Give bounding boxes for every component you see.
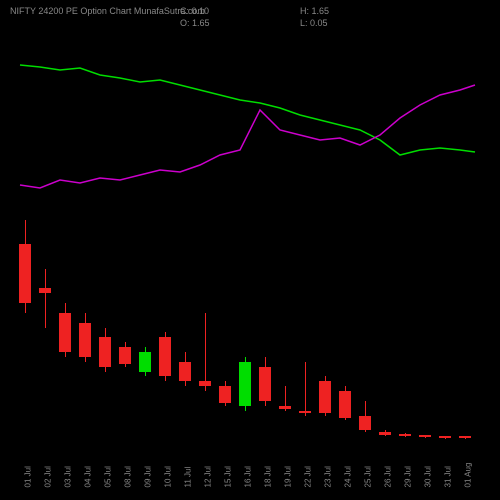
x-axis-label: 02 Jul	[44, 466, 53, 487]
x-axis-label: 19 Jul	[284, 466, 293, 487]
indicator-lines	[10, 40, 480, 210]
x-axis-label: 22 Jul	[304, 466, 313, 487]
x-axis-label: 04 Jul	[84, 466, 93, 487]
ohlc-open: O: 1.65	[180, 18, 210, 28]
ohlc-close: C: 0.10	[180, 6, 209, 16]
ohlc-low: L: 0.05	[300, 18, 328, 28]
x-axis-label: 18 Jul	[264, 466, 273, 487]
x-axis-label: 01 Jul	[24, 466, 33, 487]
x-axis-label: 12 Jul	[204, 466, 213, 487]
x-axis-label: 29 Jul	[404, 466, 413, 487]
x-axis-label: 09 Jul	[144, 466, 153, 487]
x-axis-label: 03 Jul	[64, 466, 73, 487]
x-axis-label: 25 Jul	[364, 466, 373, 487]
x-axis-label: 08 Jul	[124, 466, 133, 487]
x-axis-labels: 01 Jul 02 Jul 03 Jul 04 Jul 05 Jul 08 Jul 09 J…	[10, 442, 480, 492]
x-axis-label: 16 Jul	[244, 466, 253, 487]
ohlc-high: H: 1.65	[300, 6, 329, 16]
x-axis-label: 10 Jul	[164, 466, 173, 487]
x-axis-label: 26 Jul	[384, 466, 393, 487]
chart-area	[10, 40, 480, 440]
x-axis-label: 01 Aug	[464, 463, 473, 488]
x-axis-label: 05 Jul	[104, 466, 113, 487]
x-axis-label: 30 Jul	[424, 466, 433, 487]
candlestick-chart	[10, 215, 480, 440]
x-axis-label: 15 Jul	[224, 466, 233, 487]
x-axis-label: 11 Jul	[184, 467, 193, 488]
x-axis-label: 24 Jul	[344, 466, 353, 487]
x-axis-label: 31 Jul	[444, 466, 453, 487]
x-axis-label: 23 Jul	[324, 466, 333, 487]
line-series-green	[20, 65, 475, 155]
chart-title: NIFTY 24200 PE Option Chart MunafaSutra.…	[10, 6, 205, 16]
